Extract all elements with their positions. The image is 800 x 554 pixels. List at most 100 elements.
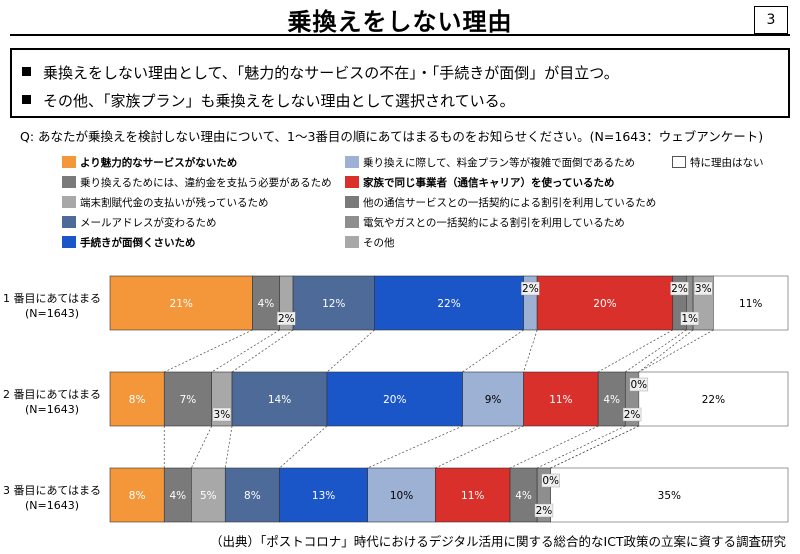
legend-item-4: メールアドレスが変わるため xyxy=(62,216,217,230)
legend-label: メールアドレスが変わるため xyxy=(80,217,217,229)
square-bullet-icon xyxy=(22,67,31,76)
data-label-r1-s6: 2% xyxy=(522,283,539,295)
data-label-bg xyxy=(277,311,296,326)
data-label-r3-s1: 8% xyxy=(129,490,146,502)
row-label-1-title: 1 番目にあてはまる xyxy=(2,292,102,305)
legend-item-3: 端末割賦代金の支払いが残っているため xyxy=(62,196,268,210)
bar-segment-r2-s8 xyxy=(597,371,626,427)
square-bullet-icon xyxy=(22,95,31,104)
row-label-2-title: 2 番目にあてはまる xyxy=(2,388,102,401)
bar-segment-r3-s5 xyxy=(279,467,368,523)
data-label-bg xyxy=(622,407,642,422)
connector-line xyxy=(326,329,375,373)
connector-line xyxy=(638,329,714,373)
data-label-r1-s3: 2% xyxy=(278,313,295,325)
connector-line xyxy=(191,425,213,469)
data-label-r2-s6: 9% xyxy=(485,394,502,406)
data-label-bg xyxy=(541,473,560,488)
bar-segment-r1-s7 xyxy=(536,275,674,331)
data-label-r2-s11: 22% xyxy=(702,394,725,406)
bar-segment-r3-s2 xyxy=(163,467,192,523)
data-label-r2-s4: 14% xyxy=(268,394,291,406)
summary-text-1: 乗換えをしない理由として、「魅力的なサービスの不在」・「手続きが面倒」が目立つ。 xyxy=(43,64,619,82)
data-label-r2-s10: 0% xyxy=(631,379,648,391)
data-label-bg xyxy=(694,281,713,296)
data-label-r1-s8: 2% xyxy=(671,283,688,295)
data-label-r3-s8: 4% xyxy=(515,490,532,502)
legend-swatch xyxy=(62,216,76,228)
connector-line xyxy=(462,329,524,373)
bar-segment-r2-s7 xyxy=(523,371,599,427)
summary-line-1: 乗換えをしない理由として、「魅力的なサービスの不在」・「手続きが面倒」が目立つ。 xyxy=(22,62,619,83)
survey-question: Q: あなたが乗換えを検討しない理由について、1～3番目の順にあてはまるものをお… xyxy=(20,129,764,144)
page-title: 乗換えをしない理由 xyxy=(287,8,513,36)
header: 乗換えをしない理由 3 xyxy=(0,0,800,40)
legend-swatch xyxy=(345,236,359,248)
connector-line xyxy=(367,425,463,469)
legend-label: より魅力的なサービスがないため xyxy=(80,157,238,169)
bar-segment-r2-s4 xyxy=(231,371,328,427)
bar-segment-r3-s7 xyxy=(435,467,511,523)
bar-segment-r1-s4 xyxy=(292,275,375,331)
legend-label: 他の通信サービスとの一括契約による割引を利用しているため xyxy=(363,197,657,209)
data-label-r3-s11: 35% xyxy=(658,490,681,502)
connector-line xyxy=(211,329,280,373)
row-label-3: 3 番目にあてはまる (N=1643) xyxy=(0,483,104,513)
legend-label: 特に理由はない xyxy=(690,157,764,169)
legend-label: 端末割賦代金の支払いが残っているため xyxy=(80,197,269,209)
summary-text-2: その他、「家族プラン」も乗換えをしない理由として選択されている。 xyxy=(43,92,515,110)
legend-label: 手続きが面倒くさいため xyxy=(80,237,196,249)
data-label-r3-s2: 4% xyxy=(169,490,186,502)
data-label-r3-s10: 0% xyxy=(542,475,559,487)
row-label-3-title: 3 番目にあてはまる xyxy=(2,484,102,497)
connector-line xyxy=(550,425,639,469)
bar-segment-r2-s5 xyxy=(326,371,463,427)
bar-segment-r3-s6 xyxy=(367,467,436,523)
legend-item-10: その他 xyxy=(345,236,395,250)
data-label-r1-s9: 1% xyxy=(681,313,698,325)
summary-line-2: その他、「家族プラン」も乗換えをしない理由として選択されている。 xyxy=(22,90,515,111)
data-label-r1-s1: 21% xyxy=(170,298,193,310)
data-label-r2-s7: 11% xyxy=(549,394,572,406)
data-label-r2-s2: 7% xyxy=(180,394,197,406)
row-label-1-n: (N=1643) xyxy=(24,307,80,320)
data-label-r1-s5: 22% xyxy=(437,298,460,310)
legend-label: 乗り換えるためには、違約金を支払う必要があるため xyxy=(80,177,332,189)
legend-item-2: 乗り換えるためには、違約金を支払う必要があるため xyxy=(62,176,332,190)
bar-segment-r3-s1 xyxy=(109,467,165,523)
legend-label: その他 xyxy=(363,237,395,249)
legend-item-11: 特に理由はない xyxy=(672,156,764,170)
data-label-bg xyxy=(521,281,540,296)
legend-swatch xyxy=(62,176,76,188)
data-label-r2-s5: 20% xyxy=(383,394,406,406)
data-label-r3-s7: 11% xyxy=(461,490,484,502)
data-label-r3-s4: 8% xyxy=(244,490,261,502)
data-label-bg xyxy=(670,281,689,296)
connector-line xyxy=(536,425,626,469)
legend-swatch xyxy=(345,156,359,168)
data-label-r1-s11: 11% xyxy=(739,298,762,310)
connector-line xyxy=(638,329,694,373)
connector-line xyxy=(523,329,538,373)
legend-label: 電気やガスとの一括契約による割引を利用しているため xyxy=(363,217,625,229)
data-label-r2-s9: 2% xyxy=(624,409,641,421)
row-label-2: 2 番目にあてはまる (N=1643) xyxy=(0,387,104,417)
data-label-r3-s3: 5% xyxy=(200,490,217,502)
bar-segment-r3-s11 xyxy=(550,467,789,523)
data-label-bg xyxy=(629,377,649,392)
bar-segment-r2-s6 xyxy=(462,371,524,427)
data-label-bg xyxy=(680,311,699,326)
data-label-r1-s7: 20% xyxy=(593,298,616,310)
bar-segment-r1-s5 xyxy=(374,275,524,331)
data-label-r1-s10: 3% xyxy=(695,283,712,295)
legend-label: 家族で同じ事業者（通信キャリア）を使っているため xyxy=(363,177,615,189)
title-underline xyxy=(10,34,790,36)
bar-segment-r3-s3 xyxy=(191,467,226,523)
bar-segment-r2-s2 xyxy=(163,371,213,427)
data-label-r3-s5: 13% xyxy=(312,490,335,502)
data-label-r2-s8: 4% xyxy=(603,394,620,406)
legend-label: 乗り換えに際して、料金プラン等が複雑で面倒であるため xyxy=(363,157,636,169)
legend-item-7: 家族で同じ事業者（通信キャリア）を使っているため xyxy=(345,176,614,190)
bar-segment-r1-s11 xyxy=(713,275,789,331)
